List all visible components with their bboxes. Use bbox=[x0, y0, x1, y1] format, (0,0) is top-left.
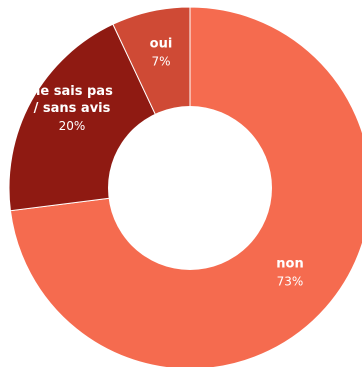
donut-slice bbox=[9, 6, 362, 367]
slice-label-name: non bbox=[276, 257, 303, 272]
slice-label-value: 20% bbox=[59, 119, 86, 133]
slice-labels: non 73% ne sais pas / sans avis 20% oui 7% bbox=[31, 37, 304, 289]
slice-label-name: ne sais pas bbox=[31, 84, 113, 99]
donut-hole bbox=[108, 106, 272, 270]
slice-label-value: 7% bbox=[151, 55, 170, 69]
slice-label-name: oui bbox=[150, 37, 173, 52]
slice-label-name: / sans avis bbox=[34, 101, 111, 116]
slice-label-value: 73% bbox=[277, 275, 304, 289]
